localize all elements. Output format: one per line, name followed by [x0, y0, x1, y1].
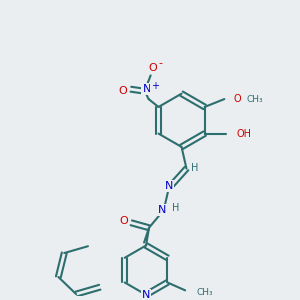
Text: +: + — [151, 81, 159, 91]
Text: N: N — [142, 84, 151, 94]
Text: O: O — [233, 94, 241, 104]
Text: O: O — [118, 86, 127, 96]
Text: H: H — [172, 203, 179, 213]
Text: H: H — [191, 163, 198, 172]
Text: OH: OH — [236, 129, 251, 139]
Text: -: - — [158, 58, 163, 68]
Text: O: O — [119, 216, 128, 226]
Text: N: N — [158, 205, 166, 215]
Text: CH₃: CH₃ — [246, 94, 262, 103]
Text: N: N — [142, 290, 150, 300]
Text: O: O — [148, 62, 157, 73]
Text: CH₃: CH₃ — [197, 288, 214, 297]
Text: N: N — [164, 181, 173, 191]
